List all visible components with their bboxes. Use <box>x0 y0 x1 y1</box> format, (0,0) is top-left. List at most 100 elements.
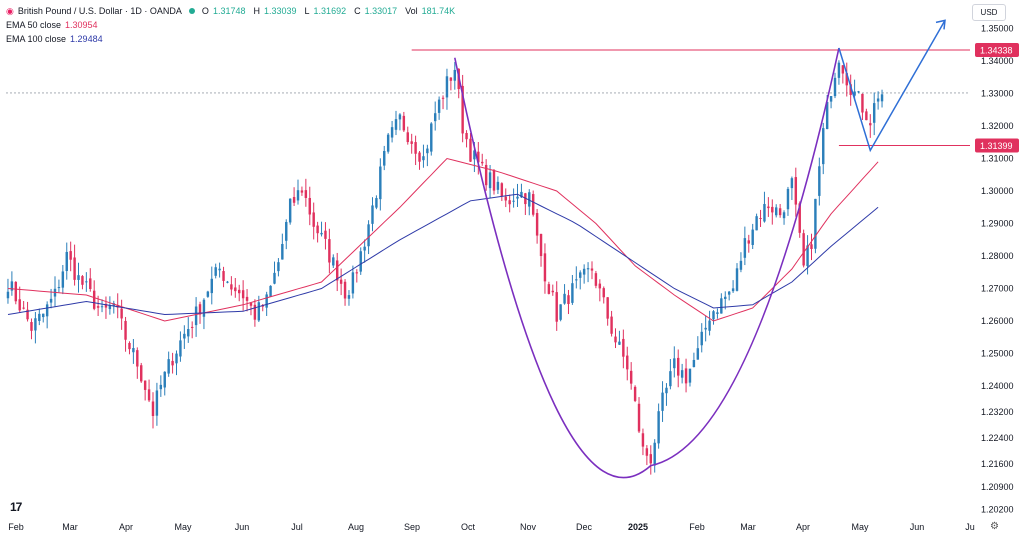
candle-body <box>829 96 833 102</box>
price-tick-label: 1.29000 <box>981 219 1014 229</box>
candle-body <box>300 190 304 193</box>
candle-body <box>469 138 472 162</box>
candle-body <box>496 181 500 190</box>
ohlc-high-label: H <box>253 6 260 16</box>
candle-body <box>269 285 272 297</box>
candle-body <box>375 198 378 208</box>
candle-body <box>535 213 539 236</box>
candle-body <box>73 257 76 280</box>
candle-body <box>386 134 390 152</box>
candle-body <box>45 304 49 317</box>
currency-button[interactable]: USD <box>972 4 1006 21</box>
candle-body <box>124 320 127 340</box>
candle-body <box>418 152 421 162</box>
settings-gear-icon[interactable]: ⚙ <box>990 521 999 532</box>
time-tick-label: May <box>174 522 192 532</box>
candle-body <box>771 206 774 213</box>
candle-body <box>688 368 692 383</box>
candle-body <box>700 331 703 346</box>
ema100-line <box>7 193 879 316</box>
ema100-legend[interactable]: EMA 100 close 1.29484 <box>6 32 459 46</box>
candle-body <box>810 244 813 250</box>
candle-body <box>379 166 382 200</box>
price-tick-label: 1.28000 <box>981 251 1014 261</box>
candle-body <box>273 272 276 284</box>
candle-body <box>190 326 194 328</box>
candle-body <box>30 322 33 331</box>
candle-body <box>500 183 504 197</box>
price-tick-label: 1.35000 <box>981 24 1014 34</box>
candle-body <box>849 84 852 95</box>
candle-body <box>825 101 829 130</box>
candle-body <box>845 73 848 86</box>
candle-body <box>49 298 53 303</box>
candle-body <box>488 172 492 189</box>
time-tick-label: Apr <box>119 522 133 532</box>
time-tick-label: Oct <box>461 522 476 532</box>
candle-body <box>383 151 386 166</box>
time-tick-label: Jun <box>235 522 250 532</box>
candle-body <box>735 268 739 291</box>
candle-body <box>782 212 786 219</box>
candle-body <box>183 333 186 339</box>
candle-body <box>751 229 754 245</box>
candle-body <box>814 198 817 249</box>
ema100-label: EMA 100 close <box>6 34 67 44</box>
candle-body <box>398 114 402 120</box>
candle-body <box>590 268 594 271</box>
price-tick-label: 1.21600 <box>981 459 1014 469</box>
candle-body <box>426 148 429 154</box>
symbol-title: British Pound / U.S. Dollar · 1D · OANDA <box>17 6 182 16</box>
candle-body <box>38 313 41 322</box>
ema50-legend[interactable]: EMA 50 close 1.30954 <box>6 18 459 32</box>
candle-body <box>516 196 519 199</box>
candle-body <box>606 297 609 319</box>
candle-body <box>853 91 856 96</box>
candle-body <box>531 194 535 215</box>
price-tick-label: 1.24000 <box>981 381 1014 391</box>
candle-body <box>563 293 566 304</box>
candle-body <box>96 306 100 308</box>
candle-body <box>841 65 845 74</box>
candle-body <box>759 218 762 220</box>
candle-body <box>861 93 864 113</box>
candle-body <box>767 206 770 209</box>
candle-body <box>422 156 425 161</box>
candle-body <box>371 205 374 224</box>
candle-body <box>34 318 37 331</box>
price-badge <box>975 43 1019 58</box>
candle-body <box>437 99 441 113</box>
price-axis: 1.35000 1.34000 1.33000 1.32000 1.31000 1.300… <box>975 24 1019 515</box>
ema100-value: 1.29484 <box>70 34 103 44</box>
candle-body <box>367 224 370 247</box>
candle-body <box>680 370 684 378</box>
candle-body <box>151 401 155 416</box>
candle-body <box>363 246 366 251</box>
candle-body <box>739 260 743 270</box>
candle-body <box>171 360 174 366</box>
ohlc-close-value: 1.33017 <box>364 6 398 16</box>
tradingview-logo[interactable]: 17 <box>10 500 22 514</box>
price-badge-label: 1.31399 <box>980 141 1013 151</box>
candle-body <box>865 111 868 121</box>
candle-body <box>89 278 92 290</box>
candle-body <box>724 296 727 299</box>
candle-body <box>202 299 206 317</box>
candle-body <box>343 281 347 299</box>
candle-body <box>610 316 613 334</box>
candle-body <box>528 192 531 207</box>
candle-body <box>241 290 245 299</box>
candle-body <box>731 288 735 292</box>
candle-body <box>120 308 123 319</box>
candle-body <box>406 132 409 143</box>
candle-body <box>833 77 837 97</box>
candle-body <box>312 212 315 227</box>
candle-body <box>328 239 331 263</box>
time-tick-label: Mar <box>62 522 78 532</box>
ohlc-low-value: 1.31692 <box>313 6 347 16</box>
candle-body <box>453 69 457 81</box>
candle-body <box>818 166 821 196</box>
candle-body <box>316 225 319 234</box>
candle-body <box>696 348 700 360</box>
